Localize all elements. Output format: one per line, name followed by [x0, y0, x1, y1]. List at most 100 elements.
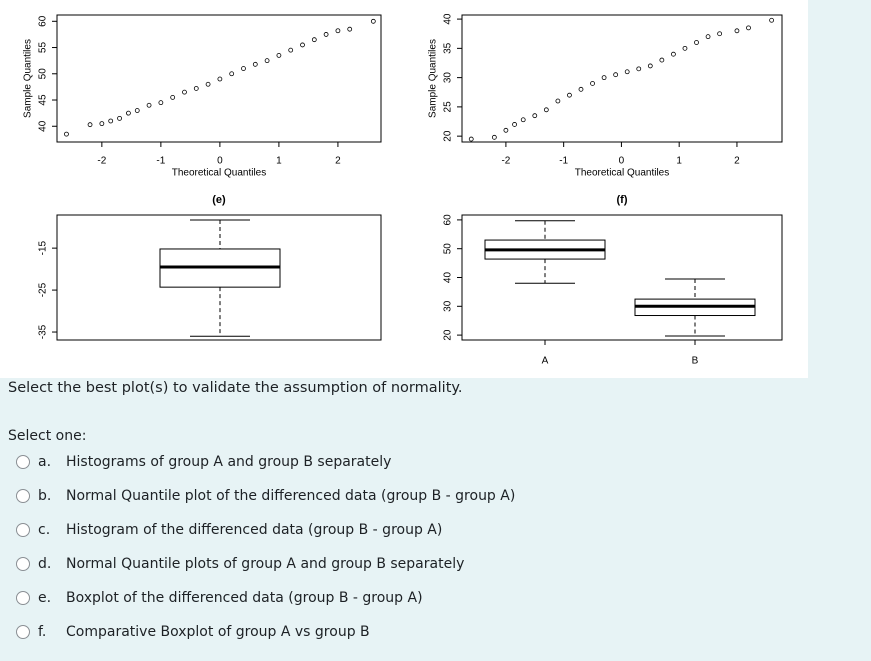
plot-frame: [461, 214, 783, 341]
qq-point: [543, 107, 549, 113]
option[interactable]: f. Comparative Boxplot of group A vs grou…: [16, 624, 370, 640]
plot-frame: [56, 214, 382, 341]
plot-title: (e): [212, 194, 226, 206]
y-tick-label: 20: [443, 329, 454, 341]
option-letter: c.: [38, 522, 51, 538]
y-axis-label: Sample Quantiles: [428, 39, 439, 118]
radio[interactable]: [16, 591, 30, 605]
qq-point: [491, 134, 497, 140]
qq-point: [567, 92, 572, 98]
qq-point: [636, 66, 642, 72]
x-tick-label: B: [692, 356, 699, 367]
qq-point: [229, 71, 235, 77]
x-tick-label: 0: [217, 156, 223, 167]
qq-point: [769, 17, 775, 23]
prompt: Select one:: [8, 428, 87, 444]
qq-point: [182, 89, 187, 95]
qq-point: [532, 113, 538, 119]
qq-point: [520, 117, 526, 123]
radio[interactable]: [16, 557, 30, 571]
option[interactable]: e. Boxplot of the differenced data (group…: [16, 590, 423, 606]
option-text: Boxplot of the differenced data (group B…: [66, 590, 423, 606]
x-tick-label: -1: [559, 156, 568, 167]
qq-point: [705, 34, 711, 40]
qq-point: [734, 28, 740, 34]
y-tick-label: 30: [443, 300, 454, 312]
question: Select the best plot(s) to validate the …: [8, 380, 463, 396]
qq-point: [578, 86, 584, 92]
y-tick-label: -15: [38, 240, 49, 255]
option-text: Histogram of the differenced data (group…: [66, 522, 443, 538]
y-axis-label: Sample Quantiles: [23, 39, 34, 118]
option-text: Histograms of group A and group B separa…: [66, 454, 392, 470]
y-tick-label: 50: [443, 243, 454, 255]
radio[interactable]: [16, 523, 30, 537]
y-tick-label: -35: [38, 324, 49, 339]
plot-title: (f): [617, 194, 628, 206]
option[interactable]: b. Normal Quantile plot of the difference…: [16, 488, 515, 504]
y-tick-label: -25: [38, 282, 49, 297]
option-text: Normal Quantile plots of group A and gro…: [66, 556, 465, 572]
x-tick-label: 2: [734, 156, 740, 167]
qq-point: [370, 18, 376, 24]
qq-point: [126, 110, 131, 116]
radio[interactable]: [16, 625, 30, 639]
y-tick-label: 55: [38, 42, 49, 54]
radio[interactable]: [16, 455, 30, 469]
qq-point: [252, 61, 258, 67]
y-tick-label: 25: [443, 101, 454, 113]
qq-point: [170, 94, 176, 100]
y-tick-label: 20: [443, 130, 454, 142]
option-letter: a.: [38, 454, 52, 470]
option-letter: b.: [38, 488, 52, 504]
option[interactable]: a. Histograms of group A and group B sepa…: [16, 454, 391, 470]
qq-point: [468, 136, 474, 142]
qq-point: [276, 53, 282, 58]
qq-point: [300, 42, 305, 48]
qq-point: [647, 63, 653, 69]
plots-image: 40 45 50 55 60 -2 -1 0 1 2 Theoretical Quantiles Sa…: [0, 0, 808, 378]
x-tick-label: 0: [619, 156, 625, 167]
qq-point: [64, 131, 69, 137]
y-tick-label: 45: [38, 94, 49, 106]
plot-frame: [461, 14, 783, 143]
qq-point: [108, 118, 114, 124]
qq-point: [694, 40, 699, 45]
option-text: Normal Quantile plot of the differenced …: [66, 488, 516, 504]
qq-point: [682, 45, 688, 51]
option-letter: d.: [38, 556, 52, 572]
radio[interactable]: [16, 489, 30, 503]
y-tick-label: 50: [38, 68, 49, 80]
qq-point: [512, 122, 517, 127]
plot-frame: [56, 14, 382, 143]
x-tick-label: -2: [97, 156, 106, 167]
qq-point: [311, 37, 317, 43]
qq-point: [146, 102, 152, 108]
qq-point: [601, 75, 607, 81]
qq-point: [87, 122, 93, 128]
option-letter: f.: [38, 624, 47, 640]
x-tick-label: 2: [335, 156, 341, 167]
x-axis-label: Theoretical Quantiles: [575, 168, 670, 179]
option-text: Comparative Boxplot of group A vs group …: [66, 624, 370, 640]
option[interactable]: d. Normal Quantile plots of group A and g…: [16, 556, 464, 572]
qq-point: [264, 58, 270, 64]
option[interactable]: c. Histogram of the differenced data (gro…: [16, 522, 442, 538]
y-tick-label: 35: [443, 42, 454, 54]
x-tick-label: -2: [501, 156, 510, 167]
qq-point: [613, 72, 619, 78]
qq-point: [659, 57, 665, 63]
y-tick-label: 40: [443, 13, 454, 25]
qq-point: [217, 76, 223, 82]
y-tick-label: 40: [38, 120, 49, 132]
option-letter: e.: [38, 590, 52, 606]
qq-point: [746, 25, 751, 31]
qq-point: [205, 81, 211, 87]
y-tick-label: 60: [38, 15, 49, 27]
x-tick-label: -1: [156, 156, 165, 167]
qq-point: [241, 66, 246, 71]
x-tick-label: 1: [276, 156, 282, 167]
qq-point: [288, 47, 294, 53]
x-axis-label: Theoretical Quantiles: [172, 168, 267, 179]
